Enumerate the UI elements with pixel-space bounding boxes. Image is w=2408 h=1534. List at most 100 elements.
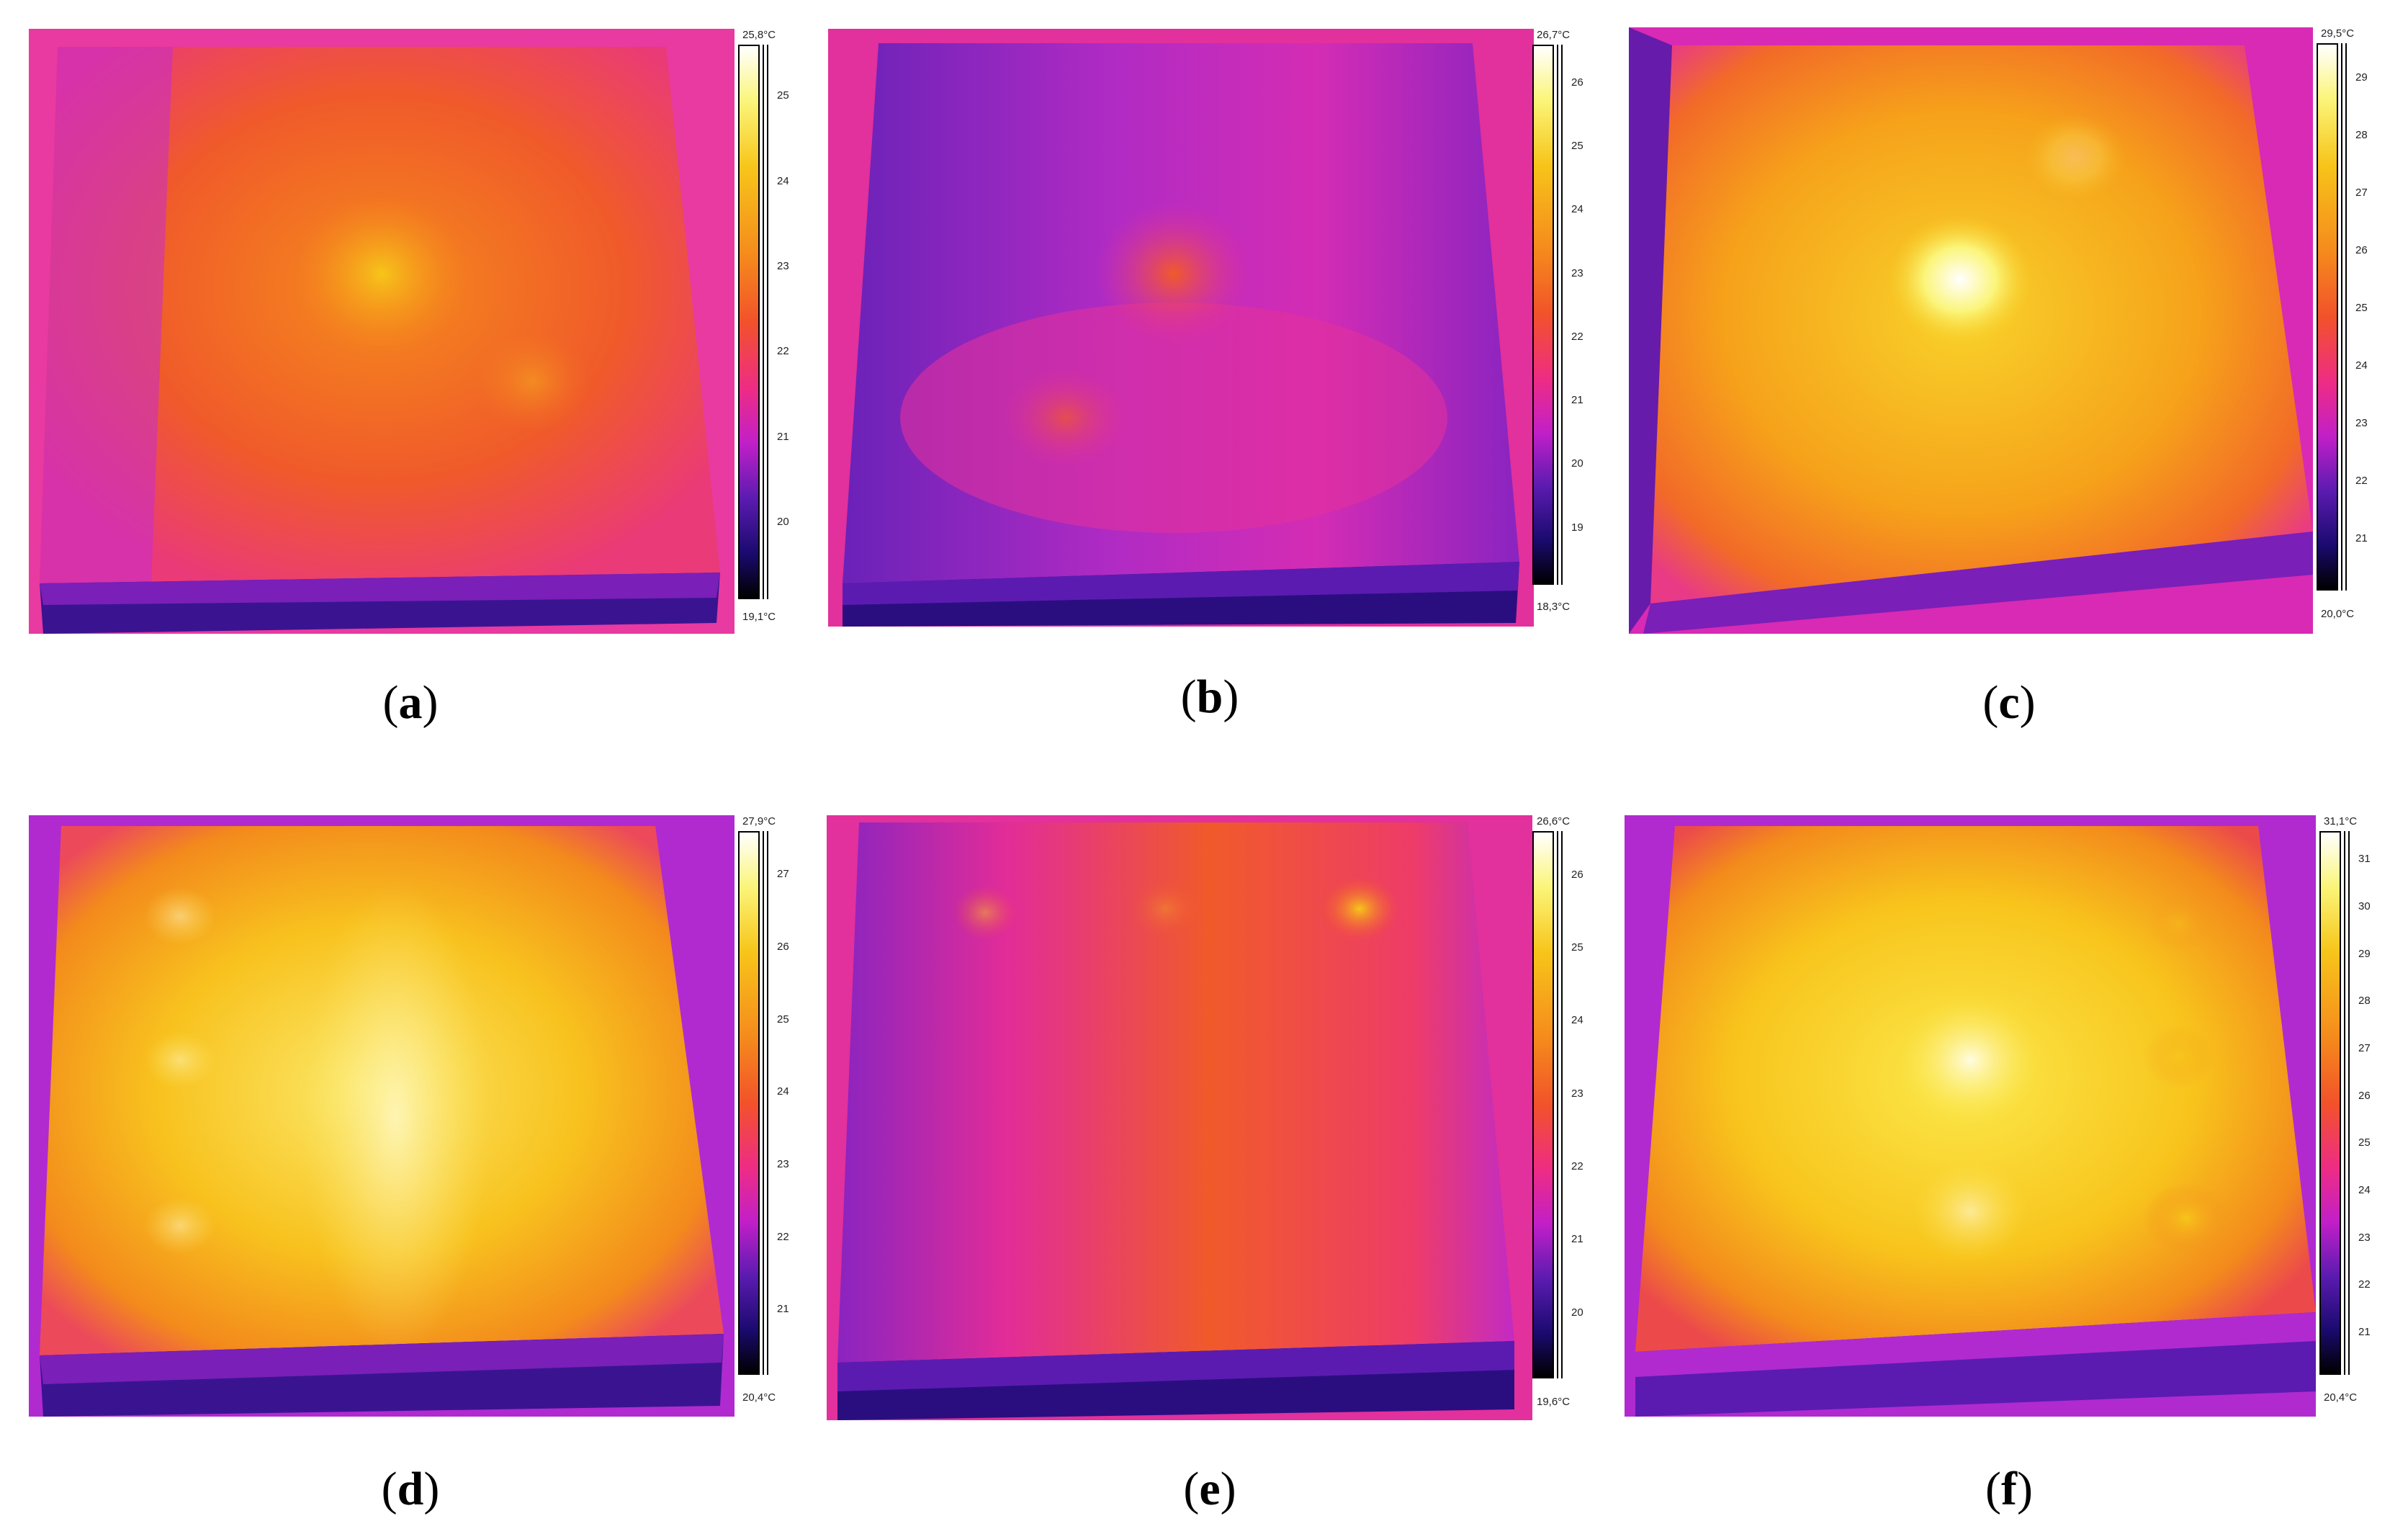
temperature-scale-d: 27,9°C 27 26 25 24 23 22 21 20,4°C xyxy=(738,815,789,1417)
temperature-scale-e: 26,6°C 26 25 24 23 22 21 20 19,6°C xyxy=(1532,815,1583,1420)
scale-tick-c: 26 xyxy=(2355,244,2368,256)
scale-max-a: 25,8°C xyxy=(742,29,776,41)
scale-edge2-b xyxy=(1561,45,1563,585)
scale-tick-a: 24 xyxy=(777,174,789,187)
scale-tick-d: 22 xyxy=(777,1230,789,1243)
caption-d: (d) xyxy=(381,1463,440,1515)
caption-letter-b: b xyxy=(1196,670,1223,723)
scale-edge2-e xyxy=(1561,831,1563,1378)
scale-tick-e: 24 xyxy=(1571,1014,1583,1027)
scale-tick-e: 22 xyxy=(1571,1160,1583,1173)
scale-tick-e: 25 xyxy=(1571,941,1583,954)
caption-e: (e) xyxy=(1183,1463,1236,1515)
thermal-image-d xyxy=(29,815,734,1417)
caption-b: (b) xyxy=(1180,670,1239,723)
scale-edge-d xyxy=(763,831,764,1375)
caption-letter-f: f xyxy=(2001,1463,2017,1515)
scale-tick-d: 26 xyxy=(777,941,789,954)
scale-tick-c: 25 xyxy=(2355,302,2368,314)
scale-min-b: 18,3°C xyxy=(1537,601,1571,613)
scale-tick-c: 21 xyxy=(2355,532,2368,544)
scale-tick-d: 24 xyxy=(777,1085,789,1098)
scale-tick-b: 21 xyxy=(1571,394,1583,407)
scale-tick-d: 23 xyxy=(777,1158,789,1171)
scale-tick-a: 23 xyxy=(777,260,789,272)
scale-tick-e: 23 xyxy=(1571,1087,1583,1100)
scale-min-a: 19,1°C xyxy=(742,611,776,623)
thermal-image-e xyxy=(827,815,1532,1420)
scale-min-f: 20,4°C xyxy=(2324,1391,2358,1404)
scale-tick-d: 27 xyxy=(777,868,789,881)
scale-tick-b: 20 xyxy=(1571,457,1583,470)
color-bar-c xyxy=(2317,43,2338,591)
color-bar-b xyxy=(1532,45,1554,585)
scale-tick-d: 25 xyxy=(777,1013,789,1026)
scale-tick-a: 25 xyxy=(777,89,789,102)
scale-min-d: 20,4°C xyxy=(742,1391,776,1404)
scale-tick-c: 27 xyxy=(2355,187,2368,199)
scale-tick-f: 31 xyxy=(2358,853,2371,866)
scale-tick-b: 25 xyxy=(1571,140,1583,153)
scale-tick-f: 22 xyxy=(2358,1278,2371,1291)
scale-edge2-a xyxy=(767,45,768,599)
scale-max-c: 29,5°C xyxy=(2321,27,2355,40)
caption-letter-e: e xyxy=(1199,1463,1221,1515)
scale-tick-f: 26 xyxy=(2358,1089,2371,1102)
scale-max-f: 31,1°C xyxy=(2324,815,2358,827)
caption-a: (a) xyxy=(382,676,439,729)
scale-edge-e xyxy=(1557,831,1558,1378)
scale-max-d: 27,9°C xyxy=(742,815,776,827)
scale-tick-f: 23 xyxy=(2358,1231,2371,1244)
scale-edge-a xyxy=(763,45,764,599)
scale-tick-a: 22 xyxy=(777,345,789,358)
scale-max-e: 26,6°C xyxy=(1537,815,1571,827)
thermal-image-c xyxy=(1629,27,2313,634)
scale-tick-f: 25 xyxy=(2358,1136,2371,1149)
caption-letter-c: c xyxy=(1998,676,2020,729)
thermal-picture-d xyxy=(29,815,734,1417)
temperature-scale-c: 29,5°C 29 28 27 26 25 24 23 22 21 20,0°C xyxy=(2317,27,2368,634)
thermal-picture-c xyxy=(1629,27,2313,634)
scale-tick-f: 21 xyxy=(2358,1325,2371,1338)
caption-f: (f) xyxy=(1985,1463,2033,1515)
caption-letter-a: a xyxy=(398,676,423,729)
scale-tick-b: 24 xyxy=(1571,203,1583,216)
scale-edge-b xyxy=(1557,45,1558,585)
scale-tick-e: 26 xyxy=(1571,868,1583,881)
scale-tick-f: 29 xyxy=(2358,947,2371,960)
color-bar-f xyxy=(2319,831,2341,1375)
scale-tick-c: 28 xyxy=(2355,129,2368,141)
caption-letter-d: d xyxy=(397,1463,424,1515)
scale-tick-b: 22 xyxy=(1571,330,1583,343)
temperature-scale-a: 25,8°C 25 24 23 22 21 20 19,1°C xyxy=(738,29,789,634)
temperature-scale-f: 31,1°C 31 30 29 28 27 26 25 24 23 22 21 20,4°C xyxy=(2319,815,2371,1417)
thermal-picture-e xyxy=(827,815,1532,1420)
scale-edge-f xyxy=(2344,831,2345,1375)
thermal-picture-f xyxy=(1625,815,2316,1417)
scale-tick-a: 21 xyxy=(777,430,789,443)
scale-tick-f: 27 xyxy=(2358,1042,2371,1054)
thermal-image-a xyxy=(29,29,734,634)
thermal-image-b xyxy=(828,29,1534,627)
scale-tick-b: 26 xyxy=(1571,76,1583,89)
caption-c: (c) xyxy=(1982,676,2036,729)
temperature-scale-b: 26,7°C 26 25 24 23 22 21 20 19 18,3°C xyxy=(1532,29,1583,627)
scale-tick-f: 24 xyxy=(2358,1183,2371,1196)
scale-max-b: 26,7°C xyxy=(1537,29,1571,41)
scale-tick-c: 24 xyxy=(2355,359,2368,372)
scale-tick-c: 29 xyxy=(2355,71,2368,84)
scale-tick-f: 30 xyxy=(2358,900,2371,913)
scale-tick-c: 22 xyxy=(2355,475,2368,487)
scale-edge-c xyxy=(2341,43,2342,591)
scale-tick-b: 19 xyxy=(1571,521,1583,534)
scale-tick-e: 20 xyxy=(1571,1306,1583,1319)
scale-tick-a: 20 xyxy=(777,516,789,529)
thermal-picture-b xyxy=(828,29,1534,627)
scale-min-c: 20,0°C xyxy=(2321,608,2355,620)
thermal-image-f xyxy=(1625,815,2316,1417)
scale-min-e: 19,6°C xyxy=(1537,1396,1571,1408)
scale-tick-e: 21 xyxy=(1571,1233,1583,1246)
color-bar-e xyxy=(1532,831,1554,1378)
thermal-picture-a xyxy=(29,29,734,634)
color-bar-d xyxy=(738,831,760,1375)
